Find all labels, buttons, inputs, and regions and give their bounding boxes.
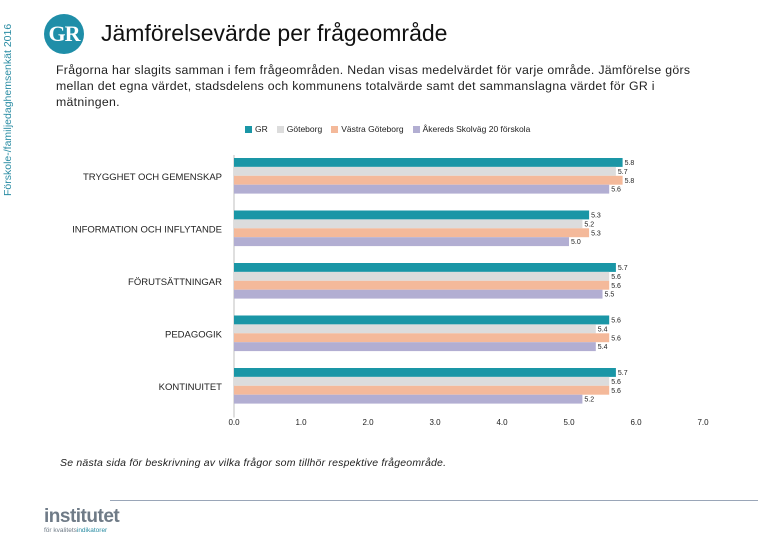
data-label-goteborg-pedagogik: 5.4 [598,326,608,333]
bar-vastra-goteborg-forutsattningar [234,280,610,290]
legend-item-gr: GR [245,124,268,134]
institutet-logo: institutet för kvalitetsindikatorer [44,506,120,535]
x-tick-label: 4.0 [496,418,508,427]
bar-goteborg-kontinuitet [234,376,610,386]
category-label-pedagogik: PEDAGOGIK [165,329,223,340]
legend-swatch-akereds [412,125,420,133]
data-label-vastra-goteborg-pedagogik: 5.6 [611,335,621,342]
data-label-akereds-skolvag-20-forskola-information-och-inflytande: 5.0 [571,239,581,246]
brand-subline: för kvalitetsindikatorer [44,527,108,534]
x-tick-label: 3.0 [429,418,441,427]
x-tick-label: 2.0 [362,418,374,427]
legend-label-vastra-goteborg: Västra Göteborg [341,124,404,134]
brand-name: institutet [44,506,120,527]
data-label-akereds-skolvag-20-forskola-trygghet-och-gemenskap: 5.6 [611,187,621,194]
data-label-vastra-goteborg-information-och-inflytande: 5.3 [591,230,601,237]
x-tick-label: 5.0 [563,418,575,427]
bar-gr-kontinuitet [234,368,616,377]
data-label-gr-forutsattningar: 5.7 [618,265,628,272]
data-label-gr-trygghet-och-gemenskap: 5.8 [625,160,635,167]
legend-swatch-goteborg [276,125,284,133]
legend-swatch-vastra-goteborg [331,125,339,133]
legend-item-vastra-goteborg: Västra Göteborg [331,124,404,134]
x-tick-label: 0.0 [228,418,240,427]
category-label-trygghet-och-gemenskap: TRYGGHET OCH GEMENSKAP [83,172,222,183]
footer-divider [110,500,758,501]
bar-akereds-skolvag-20-forskola-pedagogik [234,342,596,352]
bar-gr-trygghet-och-gemenskap [234,158,623,167]
legend-item-akereds: Åkereds Skolväg 20 förskola [412,124,531,134]
bar-gr-forutsattningar [234,263,616,272]
data-label-vastra-goteborg-kontinuitet: 5.6 [611,388,621,395]
bar-goteborg-pedagogik [234,324,596,334]
data-label-vastra-goteborg-trygghet-och-gemenskap: 5.8 [625,178,635,185]
category-label-kontinuitet: KONTINUITET [159,382,223,393]
bar-akereds-skolvag-20-forskola-kontinuitet [234,394,583,404]
bar-akereds-skolvag-20-forskola-trygghet-och-gemenskap [234,184,610,194]
x-tick-label: 6.0 [630,418,642,427]
bar-goteborg-information-och-inflytande [234,219,583,229]
data-label-goteborg-trygghet-och-gemenskap: 5.7 [618,169,628,176]
data-label-gr-kontinuitet: 5.7 [618,370,628,377]
data-label-gr-pedagogik: 5.6 [611,318,621,325]
bar-vastra-goteborg-trygghet-och-gemenskap [234,175,623,185]
category-label-forutsattningar: FÖRUTSÄTTNINGAR [128,277,222,288]
data-label-akereds-skolvag-20-forskola-pedagogik: 5.4 [598,344,608,351]
bar-vastra-goteborg-kontinuitet [234,385,610,395]
data-label-goteborg-kontinuitet: 5.6 [611,379,621,386]
x-tick-label: 1.0 [295,418,307,427]
data-label-goteborg-forutsattningar: 5.6 [611,274,621,281]
legend-item-goteborg: Göteborg [276,124,323,134]
bar-gr-pedagogik [234,315,610,325]
data-label-akereds-skolvag-20-forskola-kontinuitet: 5.2 [584,397,594,404]
data-label-vastra-goteborg-forutsattningar: 5.6 [611,283,621,290]
bar-akereds-skolvag-20-forskola-forutsattningar [234,289,603,299]
footnote: Se nästa sida för beskrivning av vilka f… [60,457,447,469]
category-label-information-och-inflytande: INFORMATION OCH INFLYTANDE [72,224,222,235]
data-label-akereds-skolvag-20-forskola-forutsattningar: 5.5 [605,292,615,299]
legend-swatch-gr [245,125,252,133]
bar-gr-information-och-inflytande [234,210,590,220]
bar-goteborg-trygghet-och-gemenskap [234,166,616,176]
bar-goteborg-forutsattningar [234,271,610,281]
gr-logo: GR [44,14,84,54]
legend-label-akereds: Åkereds Skolväg 20 förskola [422,124,531,134]
page-title: Jämförelsevärde per frågeområde [101,20,448,46]
intro-text: Frågorna har slagits samman i fem frågeo… [56,63,691,109]
bar-akereds-skolvag-20-forskola-information-och-inflytande [234,237,569,247]
legend-label-gr: GR [255,124,268,134]
data-label-goteborg-information-och-inflytande: 5.2 [584,221,594,228]
bar-vastra-goteborg-information-och-inflytande [234,228,590,238]
data-label-gr-information-och-inflytande: 5.3 [591,213,601,220]
chart-legend: GR Göteborg Västra Göteborg Åkereds Skol… [245,124,530,134]
x-tick-label: 7.0 [697,418,709,427]
legend-label-goteborg: Göteborg [286,124,323,134]
bar-vastra-goteborg-pedagogik [234,333,610,343]
